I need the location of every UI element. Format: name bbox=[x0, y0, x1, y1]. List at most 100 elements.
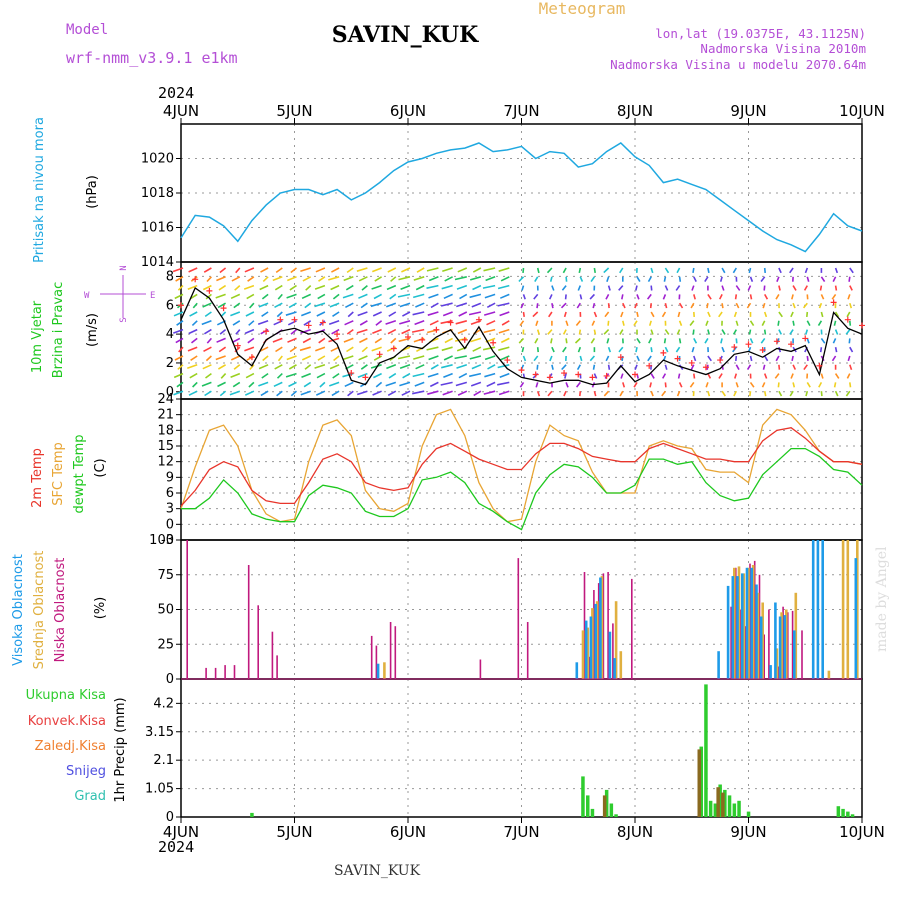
precip-bar bbox=[250, 812, 254, 817]
wind-barb bbox=[500, 337, 510, 344]
cloud-bar bbox=[756, 592, 760, 679]
wind-barb bbox=[400, 284, 411, 290]
wind-barb bbox=[442, 390, 453, 396]
wind-barb bbox=[763, 373, 768, 379]
wind-barb bbox=[315, 390, 326, 396]
gust-marker bbox=[433, 326, 440, 333]
gust-marker bbox=[178, 302, 184, 309]
wind-barb bbox=[187, 284, 198, 290]
wind-barb bbox=[276, 311, 283, 318]
wind-barb bbox=[720, 338, 723, 344]
cloud-bar bbox=[791, 610, 794, 679]
cloud-bar bbox=[375, 645, 378, 679]
wind-barb bbox=[201, 381, 212, 387]
wind-barb bbox=[618, 285, 624, 291]
gust-marker bbox=[291, 316, 298, 323]
cloud-bar bbox=[787, 612, 789, 679]
wind-unit: (m/s) bbox=[85, 313, 100, 347]
wind-barb bbox=[429, 381, 439, 388]
wind-barb bbox=[205, 293, 212, 300]
wind-barb bbox=[274, 302, 283, 309]
cloud-bar bbox=[747, 567, 750, 679]
wind-barb bbox=[604, 311, 610, 318]
y-tick-label: 2.1 bbox=[153, 753, 174, 768]
wind-barb bbox=[533, 355, 539, 362]
station-title: SAVIN_KUK bbox=[332, 22, 479, 48]
cloud-bar bbox=[717, 651, 720, 679]
wind-barb bbox=[635, 285, 638, 291]
gust-marker bbox=[334, 331, 341, 338]
wind-barb bbox=[636, 337, 641, 344]
wind-barb bbox=[834, 267, 839, 274]
wind-barb bbox=[346, 267, 354, 274]
wind-barb bbox=[332, 311, 340, 317]
wind-barb bbox=[219, 267, 227, 274]
wind-barb bbox=[356, 267, 368, 272]
wind-barb bbox=[385, 381, 397, 387]
wind-barb bbox=[483, 267, 496, 272]
footer-station: SAVIN_KUK bbox=[334, 863, 421, 879]
wind-barb bbox=[664, 329, 670, 335]
wind-barb bbox=[430, 364, 439, 370]
sfc-temp-line bbox=[180, 408, 863, 523]
wind-barb bbox=[374, 337, 383, 344]
precip-bar bbox=[708, 800, 713, 817]
wind-barb bbox=[288, 302, 297, 309]
wind-barb bbox=[707, 390, 711, 397]
wind-barb bbox=[734, 373, 738, 379]
gust-marker bbox=[206, 287, 213, 294]
wind-barb bbox=[635, 347, 638, 353]
wind-barb bbox=[775, 355, 780, 362]
cloud-bar bbox=[736, 576, 739, 679]
wind-barb bbox=[676, 267, 681, 274]
precip-bar bbox=[581, 776, 585, 817]
wind-barb bbox=[561, 364, 567, 371]
wind-barb bbox=[748, 267, 752, 274]
y-tick-label: 4.2 bbox=[153, 696, 174, 711]
wind-barb bbox=[483, 390, 496, 395]
gust-marker bbox=[348, 370, 355, 377]
wind-barb bbox=[188, 390, 198, 396]
wind-barb bbox=[386, 284, 397, 291]
wind-barb bbox=[691, 285, 695, 291]
year-bottom: 2024 bbox=[158, 838, 194, 856]
wind-barb bbox=[749, 391, 752, 397]
gust-marker bbox=[702, 364, 709, 371]
wind-barb bbox=[647, 355, 652, 362]
cloud-bar bbox=[730, 606, 732, 679]
cloud-bar bbox=[479, 659, 482, 679]
wind-barb bbox=[579, 294, 583, 300]
wind-barb bbox=[789, 267, 794, 274]
wind-barb bbox=[536, 390, 541, 397]
wind-barb bbox=[301, 293, 312, 300]
wind-barb bbox=[232, 381, 241, 388]
wind-barb bbox=[565, 276, 568, 282]
wind-barb bbox=[622, 320, 625, 326]
wind-barb bbox=[619, 267, 624, 274]
wind-barb bbox=[397, 293, 411, 298]
wind-barb bbox=[357, 372, 368, 378]
wind-barb bbox=[764, 294, 769, 300]
wind-barb bbox=[415, 284, 425, 291]
wind-barb bbox=[243, 284, 255, 290]
y-tick-label: 2 bbox=[166, 356, 174, 371]
wind-barb bbox=[693, 276, 697, 282]
wind-barb bbox=[277, 355, 283, 362]
wind-barb bbox=[285, 311, 297, 316]
cloud-bar bbox=[602, 573, 605, 679]
wind-barb bbox=[454, 355, 467, 360]
wind-barb bbox=[215, 355, 226, 361]
cloud-bar bbox=[775, 648, 779, 679]
wind-barb bbox=[636, 355, 640, 362]
wind-barb bbox=[834, 390, 839, 397]
wind-barb bbox=[664, 346, 669, 353]
wind-barb bbox=[789, 390, 794, 397]
wind-barb bbox=[547, 390, 553, 397]
wind-barb bbox=[275, 346, 283, 353]
wind-barb bbox=[201, 320, 212, 326]
wind-barb bbox=[304, 302, 312, 309]
cloud-series bbox=[383, 540, 859, 679]
wind-barb bbox=[441, 284, 453, 290]
wind-barb bbox=[288, 364, 297, 370]
wind-barb bbox=[650, 267, 654, 274]
